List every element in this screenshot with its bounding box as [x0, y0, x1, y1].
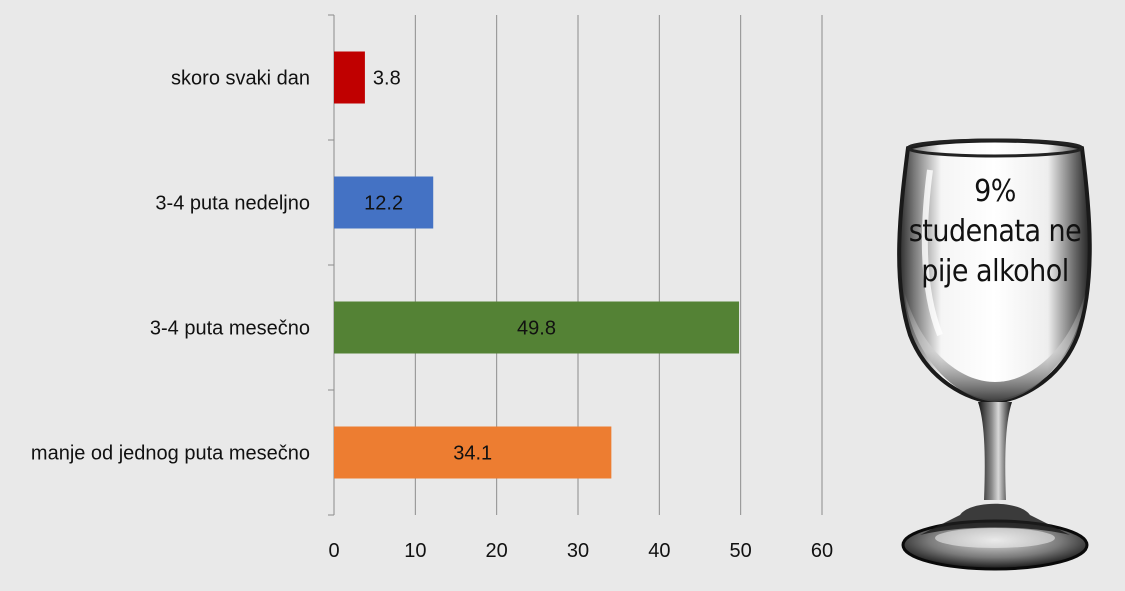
callout-line-1: 9% [974, 174, 1016, 209]
data-label: 12.2 [364, 193, 403, 215]
x-tick-label: 30 [567, 540, 589, 562]
bar [334, 301, 740, 354]
bar [334, 51, 365, 104]
x-tick-label: 60 [811, 540, 833, 562]
data-label: 34.1 [453, 443, 492, 465]
callout-line-3: pije alkohol [921, 254, 1069, 289]
x-tick-label: 0 [328, 540, 339, 562]
category-label: 3-4 puta nedeljno [155, 193, 310, 215]
wine-glass-icon [897, 138, 1092, 571]
value-labels: 3.8 12.2 49.8 34.1 [364, 68, 556, 465]
x-tick-label: 50 [730, 540, 752, 562]
x-tick-label: 20 [486, 540, 508, 562]
category-labels: skoro svaki dan 3-4 puta nedeljno 3-4 puta… [31, 68, 310, 465]
callout-text: 9% studenata ne pije alkohol [888, 172, 1102, 292]
y-axis [328, 14, 335, 516]
category-label: 3-4 puta mesečno [150, 318, 310, 340]
data-label: 3.8 [373, 68, 401, 90]
wine-glass-illustration: 9% studenata ne pije alkohol [870, 120, 1120, 580]
bar [334, 426, 612, 479]
x-tick-label: 10 [404, 540, 426, 562]
data-label: 49.8 [517, 318, 556, 340]
bar [334, 176, 434, 229]
category-label: skoro svaki dan [171, 68, 310, 90]
callout-line-2: studenata ne [908, 214, 1082, 249]
bars [334, 51, 740, 479]
category-label: manje od jednog puta mesečno [31, 443, 310, 465]
x-tick-label: 40 [648, 540, 670, 562]
bar-chart: skoro svaki dan 3-4 puta nedeljno 3-4 puta… [31, 14, 833, 562]
x-tick-labels: 0 10 20 30 40 50 60 [328, 540, 833, 562]
